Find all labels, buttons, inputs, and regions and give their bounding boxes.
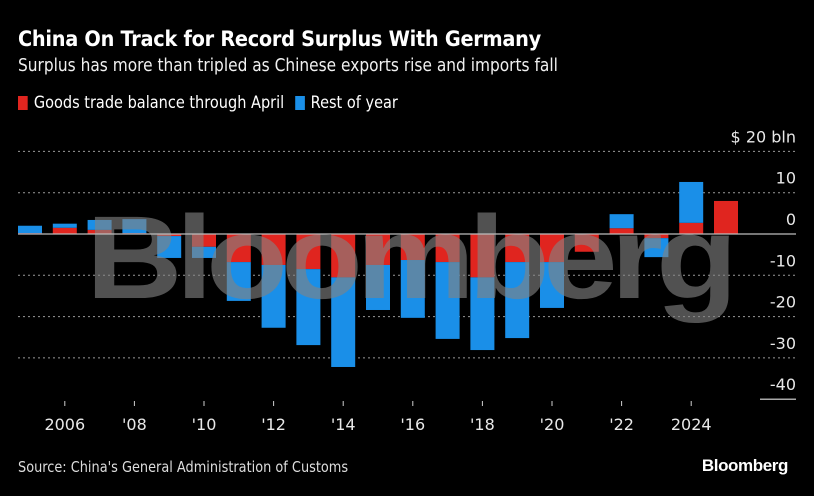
- bar-rest-of-year-2023: [644, 238, 669, 258]
- legend-item-through-april: Goods trade balance through April: [18, 93, 284, 112]
- bar-rest-of-year-2006: [52, 223, 77, 228]
- chart-subtitle: Surplus has more than tripled as Chinese…: [18, 56, 558, 76]
- bar-through-april-2020: [540, 234, 564, 263]
- bar-rest-of-year-2024: [679, 181, 704, 223]
- bloomberg-logo: Bloomberg: [701, 456, 789, 475]
- bar-layer: [18, 181, 738, 367]
- bar-rest-of-year-2019: [505, 262, 530, 339]
- bar-through-april-2007: [87, 229, 112, 234]
- bar-through-april-2023: [644, 234, 669, 239]
- bar-rest-of-year-2010: [192, 246, 216, 258]
- source-note: Source: China's General Administration o…: [18, 458, 349, 476]
- bar-through-april-2014: [331, 234, 356, 278]
- bar-through-april-2010: [192, 234, 216, 247]
- watermark-layer: Bloomberg: [86, 192, 737, 324]
- x-tick-label: '22: [609, 415, 634, 434]
- chart-title: China On Track for Record Surplus With G…: [18, 27, 541, 51]
- bar-through-april-2006: [52, 227, 77, 234]
- y-tick-label: 0: [786, 210, 796, 229]
- legend-swatch-blue: [294, 95, 305, 110]
- legend: Goods trade balance through April Rest o…: [18, 93, 408, 112]
- bar-rest-of-year-2018: [470, 277, 495, 351]
- bar-rest-of-year-2015: [366, 264, 390, 310]
- x-tick-label: '18: [470, 415, 495, 434]
- bar-rest-of-year-2011: [226, 262, 251, 301]
- x-tick-label: 2024: [671, 415, 712, 434]
- x-tick-label: '10: [192, 415, 217, 434]
- bar-rest-of-year-2014: [331, 277, 356, 367]
- y-tick-label: -30: [770, 334, 796, 353]
- bar-through-april-2025: [714, 200, 738, 234]
- y-tick-label: -20: [770, 293, 796, 312]
- bar-rest-of-year-2013: [296, 269, 321, 346]
- bar-through-april-2024: [679, 222, 704, 234]
- bar-through-april-2009: [157, 234, 182, 237]
- x-tick-label: '14: [331, 415, 356, 434]
- bar-rest-of-year-2020: [540, 262, 564, 308]
- legend-label: Rest of year: [310, 93, 398, 112]
- bar-rest-of-year-2005: [18, 225, 42, 234]
- bar-rest-of-year-2016: [400, 260, 425, 318]
- legend-swatch-red: [18, 95, 28, 110]
- bar-through-april-2017: [435, 234, 460, 263]
- y-tick-label: -10: [770, 251, 796, 270]
- bar-rest-of-year-2009: [157, 236, 182, 258]
- bar-rest-of-year-2007: [87, 219, 112, 230]
- legend-item-rest-of-year: Rest of year: [294, 93, 398, 112]
- y-tick-label: 10: [776, 169, 796, 188]
- bar-through-april-2012: [261, 234, 286, 265]
- grid-layer: [18, 150, 796, 400]
- x-tick-label: '12: [261, 415, 286, 434]
- bar-rest-of-year-2012: [261, 264, 286, 328]
- y-tick-label: -40: [770, 375, 796, 394]
- x-axis: 2006 '08 '10 '12 '14 '16 '18 '20 '22 2024: [44, 401, 712, 434]
- legend-label: Goods trade balance through April: [33, 93, 285, 112]
- x-tick-label: 2006: [44, 415, 85, 434]
- bar-through-april-2011: [226, 234, 251, 263]
- y-tick-label: $ 20 bln: [731, 127, 796, 146]
- x-tick-label: '08: [122, 415, 147, 434]
- x-tick-label: '20: [540, 415, 565, 434]
- bar-through-april-2022: [609, 228, 634, 234]
- bar-rest-of-year-2022: [609, 214, 634, 229]
- y-axis: $ 20 bln 10 0 -10 -20 -30 -40: [731, 127, 796, 394]
- x-tick-label: '16: [400, 415, 425, 434]
- bar-rest-of-year-2008: [122, 219, 147, 234]
- bar-rest-of-year-2017: [435, 262, 460, 339]
- bar-through-april-2019: [505, 234, 530, 263]
- bloomberg-watermark: Bloomberg: [86, 192, 731, 324]
- bar-through-april-2013: [296, 234, 321, 270]
- bar-through-april-2021: [574, 234, 599, 252]
- bar-through-april-2018: [470, 234, 495, 278]
- bar-through-april-2016: [400, 234, 425, 261]
- bar-through-april-2015: [366, 234, 390, 265]
